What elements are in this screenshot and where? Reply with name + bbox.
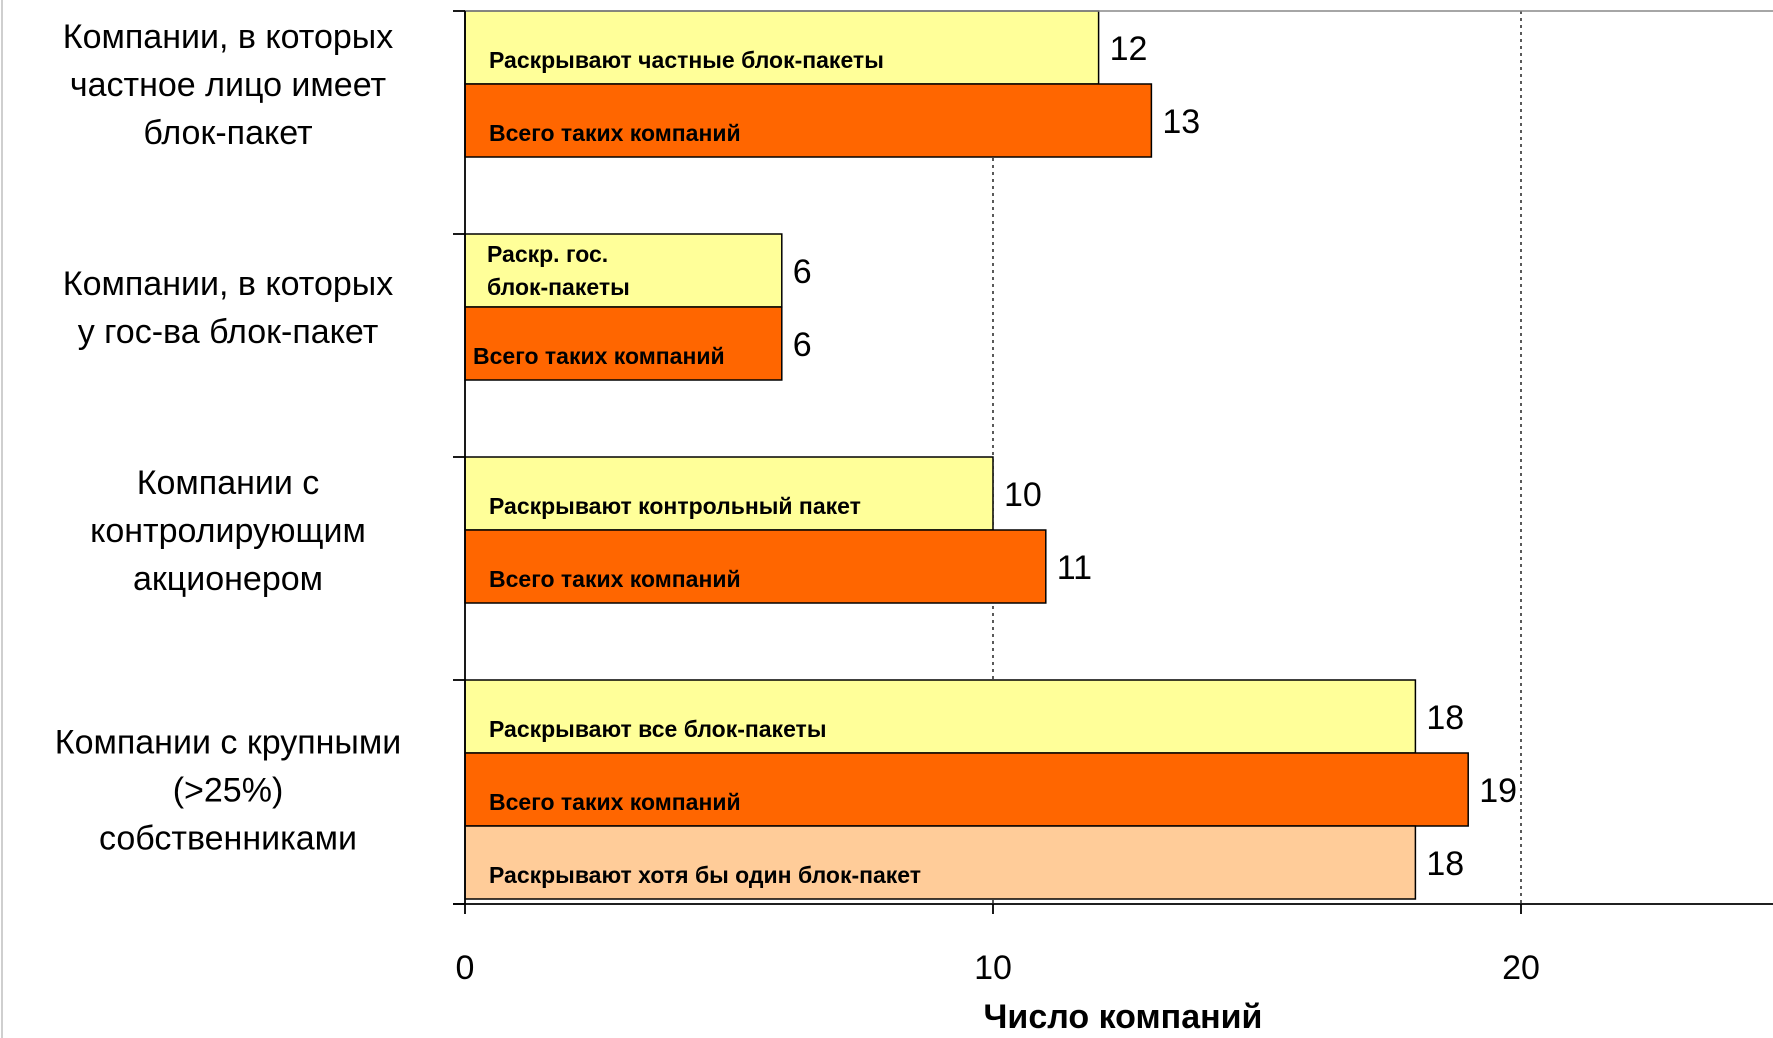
bar <box>464 752 1469 827</box>
x-tick-label: 0 <box>456 949 475 987</box>
category-label-line: блок-пакет <box>143 114 312 152</box>
value-label: 6 <box>793 326 812 364</box>
bar <box>464 83 1153 158</box>
bar-label: Раскрывают контрольный пакет <box>489 493 861 519</box>
bar-label-line: Раскрывают частные блок-пакеты <box>489 47 884 73</box>
bar-label-line: Раскрывают все блок-пакеты <box>489 716 826 742</box>
x-tick-label: 20 <box>1502 949 1540 987</box>
bar-label: Раскрывают хотя бы один блок-пакет <box>489 862 921 888</box>
value-label: 6 <box>793 253 812 291</box>
value-label: 12 <box>1110 30 1148 68</box>
value-label: 10 <box>1004 476 1042 514</box>
bar <box>464 825 1417 900</box>
bar-label: Раскрывают частные блок-пакеты <box>489 47 884 73</box>
category-label: Компании, в которых частное лицо имеет бло… <box>63 18 393 152</box>
bar-label: Всего таких компаний <box>489 120 741 146</box>
category-label-line: (>25%) <box>173 772 284 810</box>
bar-label-line: Раскр. гос. <box>487 241 608 267</box>
bar-label: Всего таких компаний <box>489 566 741 592</box>
value-label: 18 <box>1426 699 1464 737</box>
value-label: 19 <box>1479 772 1517 810</box>
bar <box>464 529 1047 604</box>
labels-layer: Компании, в которых частное лицо имеет бло… <box>55 18 1517 888</box>
value-label: 18 <box>1426 845 1464 883</box>
category-label: Компании, в которых у гос-ва блок-пакет <box>63 265 393 351</box>
bar-label-line: Раскрывают хотя бы один блок-пакет <box>489 862 921 888</box>
bar-label-line: Всего таких компаний <box>489 789 741 815</box>
category-label-line: у гос-ва блок-пакет <box>78 313 379 351</box>
value-label: 11 <box>1057 549 1092 587</box>
category-label-line: Компании с <box>137 464 320 502</box>
bar-label: Всего таких компаний <box>473 343 725 369</box>
bar-label: Раскр. гос. блок-пакеты <box>487 241 630 300</box>
category-label: Компании с крупными (>25%) собственниками <box>55 724 401 858</box>
category-label-line: собственниками <box>99 820 357 858</box>
category-label-line: частное лицо имеет <box>70 66 386 104</box>
bar <box>464 233 783 308</box>
bar-label-line: Всего таких компаний <box>489 566 741 592</box>
category-label-line: акционером <box>133 560 323 598</box>
bar-label: Раскрывают все блок-пакеты <box>489 716 826 742</box>
x-axis-title: Число компаний <box>984 998 1263 1036</box>
bar-label-line: блок-пакеты <box>487 274 630 300</box>
category-label-line: контролирующим <box>90 512 366 550</box>
bar-label-line: Раскрывают контрольный пакет <box>489 493 861 519</box>
category-label-line: Компании, в которых <box>63 265 393 303</box>
value-label: 13 <box>1162 103 1200 141</box>
bar-label: Всего таких компаний <box>489 789 741 815</box>
category-label-line: Компании, в которых <box>63 18 393 56</box>
bars-layer <box>464 10 1469 900</box>
category-label-line: Компании с крупными <box>55 724 401 762</box>
x-tick-label: 10 <box>974 949 1012 987</box>
bar-label-line: Всего таких компаний <box>489 120 741 146</box>
bar-label-line: Всего таких компаний <box>473 343 725 369</box>
category-label: Компании с контролирующим акционером <box>90 464 366 598</box>
